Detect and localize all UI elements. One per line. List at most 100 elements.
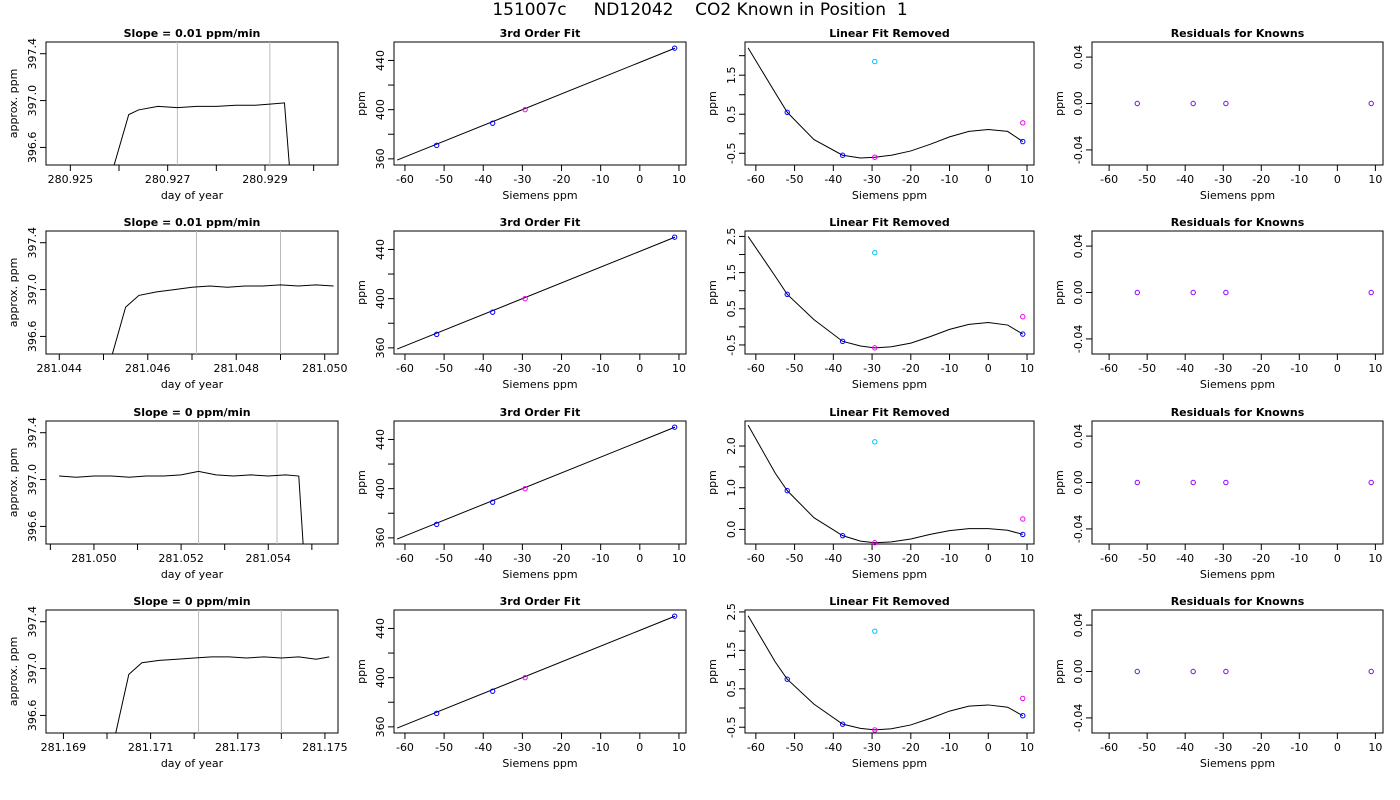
x-tick-label: -50 <box>1138 362 1156 375</box>
y-tick-label: 400 <box>374 478 387 499</box>
x-axis-label: day of year <box>161 568 224 581</box>
x-tick-label: -20 <box>902 741 920 754</box>
y-axis-label: ppm <box>706 470 719 495</box>
y-tick-label: 360 <box>374 527 387 548</box>
x-tick-label: -30 <box>1214 552 1232 565</box>
x-tick-label: -10 <box>941 552 959 565</box>
plot-area <box>396 426 676 540</box>
x-tick-label: 280.929 <box>242 173 288 186</box>
data-point <box>1020 331 1026 337</box>
panel-title: Slope = 0 ppm/min <box>133 595 250 608</box>
series-line <box>59 470 304 544</box>
y-tick-label: -0.5 <box>725 143 738 164</box>
data-point <box>872 250 878 256</box>
x-tick-label: 0 <box>636 362 643 375</box>
data-point <box>489 499 496 505</box>
y-axis-label: ppm <box>355 91 368 116</box>
data-point <box>839 338 846 345</box>
data-point <box>784 109 790 115</box>
y-tick-label: -0.04 <box>1072 325 1085 353</box>
x-tick-label: 0 <box>1334 741 1341 754</box>
plot-frame <box>45 41 339 166</box>
panel-title: 3rd Order Fit <box>500 595 581 608</box>
x-tick-label: -20 <box>1252 173 1270 186</box>
x-tick-label: 280.925 <box>48 173 94 186</box>
x-tick-label: -20 <box>553 741 571 754</box>
data-point <box>1368 479 1374 486</box>
x-axis-label: Siemens ppm <box>502 568 577 581</box>
data-point <box>784 291 790 298</box>
y-tick-label: 1.0 <box>725 479 738 497</box>
panel-title: Slope = 0 ppm/min <box>133 406 250 419</box>
fit-line <box>396 615 676 729</box>
x-tick-label: -40 <box>824 741 842 754</box>
y-tick-label: 397.4 <box>26 38 39 70</box>
plot-area <box>396 236 676 350</box>
panel-title: Residuals for Knowns <box>1171 216 1305 229</box>
x-axis-label: Siemens ppm <box>1200 568 1275 581</box>
y-tick-label: 0.0 <box>725 521 738 539</box>
data-point <box>1190 100 1196 107</box>
x-tick-label: 10 <box>1020 552 1034 565</box>
y-tick-label: -0.04 <box>1072 704 1085 732</box>
panel-title: Residuals for Knowns <box>1171 595 1305 608</box>
x-tick-label: 0 <box>1334 552 1341 565</box>
plot-area <box>113 42 290 165</box>
panel-title: 3rd Order Fit <box>500 27 581 40</box>
x-tick-label: -30 <box>863 173 881 186</box>
x-tick-label: -20 <box>1252 362 1270 375</box>
x-tick-label: -50 <box>786 741 804 754</box>
panel-title: Linear Fit Removed <box>829 27 950 40</box>
data-point <box>1190 289 1196 296</box>
data-point <box>1020 516 1026 522</box>
x-tick-label: -10 <box>592 173 610 186</box>
x-tick-label: -10 <box>592 552 610 565</box>
x-tick-label: 281.054 <box>246 552 292 565</box>
x-tick-label: 10 <box>1368 173 1382 186</box>
x-tick-label: -30 <box>863 741 881 754</box>
data-point <box>1190 668 1196 675</box>
x-tick-label: -10 <box>1290 552 1308 565</box>
data-point <box>433 331 440 338</box>
x-tick-label: -30 <box>1214 362 1232 375</box>
y-axis-label: ppm <box>1053 470 1066 495</box>
x-tick-label: 10 <box>1368 362 1382 375</box>
x-tick-label: -30 <box>513 173 531 186</box>
panel: Residuals for Knowns -60 -50 -40 -30 -20 -10 0 1… <box>1053 595 1384 770</box>
y-tick-label: 2.0 <box>725 437 738 455</box>
x-tick-label: 10 <box>1368 552 1382 565</box>
x-axis-label: Siemens ppm <box>852 189 927 202</box>
data-point <box>1020 531 1026 538</box>
y-tick-label: 400 <box>374 667 387 688</box>
data-point <box>1134 668 1140 675</box>
panel: Linear Fit Removed -60 -50 -40 -30 -20 -10 0 10 -… <box>706 216 1035 391</box>
x-axis-label: day of year <box>161 378 224 391</box>
y-axis-label: approx. ppm <box>7 258 20 328</box>
x-tick-label: 281.046 <box>125 362 171 375</box>
plot-frame <box>1091 41 1384 166</box>
x-tick-label: -10 <box>941 741 959 754</box>
x-tick-label: -30 <box>513 362 531 375</box>
y-axis-label: ppm <box>1053 91 1066 116</box>
panel: Residuals for Knowns -60 -50 -40 -30 -20 -10 0 1… <box>1053 216 1384 391</box>
plot-area <box>747 236 1024 349</box>
x-tick-label: -50 <box>435 362 453 375</box>
panel: 3rd Order Fit -60 -50 -40 -30 -20 -10 0 10 360 400… <box>355 27 687 202</box>
data-point <box>489 688 496 694</box>
plot-area <box>111 231 334 354</box>
series-line <box>113 102 290 165</box>
y-axis-label: ppm <box>706 91 719 116</box>
x-axis-label: Siemens ppm <box>852 568 927 581</box>
y-tick-label: 0.5 <box>725 105 738 123</box>
x-tick-label: -20 <box>1252 552 1270 565</box>
x-tick-label: -60 <box>396 173 414 186</box>
x-tick-label: -20 <box>902 552 920 565</box>
y-tick-label: 360 <box>374 716 387 737</box>
panel: Residuals for Knowns -60 -50 -40 -30 -20 -10 0 1… <box>1053 27 1384 202</box>
x-tick-label: 281.173 <box>215 741 261 754</box>
panel: 3rd Order Fit -60 -50 -40 -30 -20 -10 0 10 360 400… <box>355 595 687 770</box>
x-tick-label: -50 <box>435 173 453 186</box>
data-point <box>1223 100 1229 107</box>
x-tick-label: 281.175 <box>302 741 348 754</box>
